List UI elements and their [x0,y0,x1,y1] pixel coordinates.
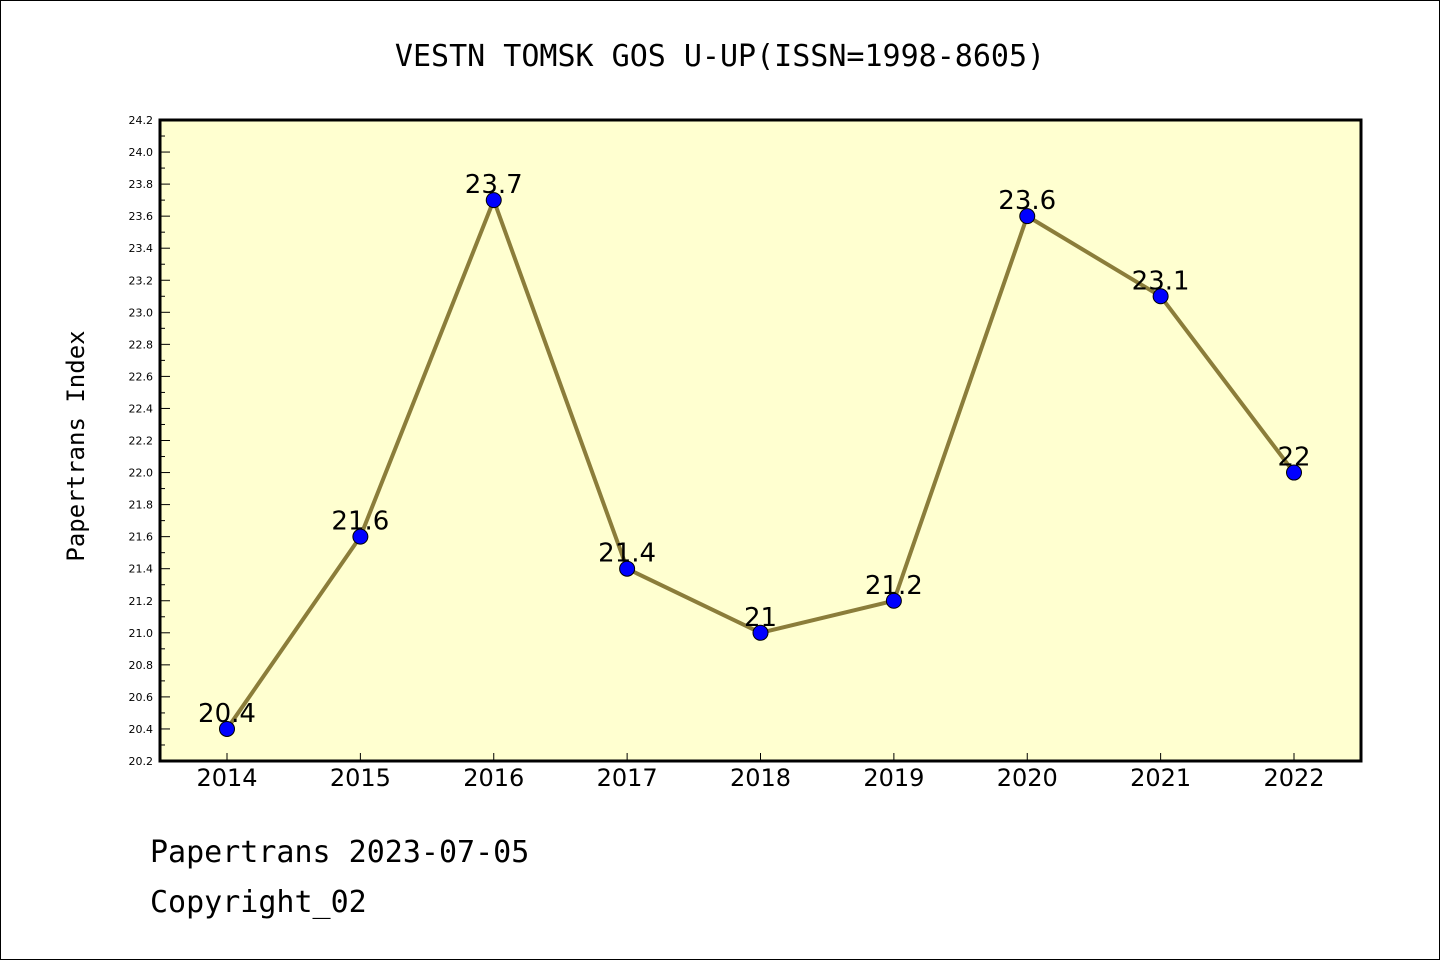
y-tick-label: 20.4 [129,723,154,736]
x-axis: 2014 2015 2016 2017 2018 2019 2020 2021 2022 [196,753,1325,792]
x-tick-label: 2019 [863,764,924,792]
footer-copyright: Copyright_02 [150,885,367,920]
data-label: 21.6 [331,507,389,537]
data-label: 23.7 [465,170,523,200]
y-tick-label: 23.6 [129,210,154,223]
data-point [1286,464,1302,481]
x-tick-label: 2015 [330,764,391,792]
series-layer: 20.4 21.6 23.7 21.4 21 21.2 23.6 23.1 22 [198,170,1311,737]
y-tick-label: 23.8 [129,178,154,191]
y-tick-label: 21.2 [129,595,154,608]
y-tick-label: 20.6 [129,691,154,704]
data-point [219,720,235,737]
y-tick-label: 22.6 [129,370,154,383]
plot-border [158,118,1363,763]
x-tick-label: 2020 [997,764,1058,792]
data-label: 23.1 [1132,266,1190,296]
y-tick-label: 20.8 [129,659,154,672]
data-point [885,592,902,609]
y-tick-label: 21.4 [129,563,154,576]
y-tick-label: 22.8 [129,338,154,351]
data-label: 20.4 [198,699,256,729]
data-point [1152,288,1169,305]
data-point [352,528,369,545]
y-tick-label: 21.0 [129,627,154,640]
data-point [1019,208,1036,225]
data-point [619,560,636,577]
y-tick-label: 22.4 [129,402,154,415]
x-tick-label: 2014 [196,764,257,792]
footer-date: Papertrans 2023-07-05 [150,835,530,870]
x-tick-label: 2016 [463,764,524,792]
y-tick-label: 23.0 [129,306,154,319]
data-label: 23.6 [998,186,1056,216]
y-axis-label: Papertrans Index [62,330,90,561]
x-tick-label: 2018 [730,764,791,792]
x-tick-label: 2017 [597,764,658,792]
plot-area [160,120,1361,761]
data-label: 21.4 [598,539,656,569]
y-tick-label: 21.8 [129,499,154,512]
data-label: 21.2 [865,571,923,601]
data-label: 21 [744,603,777,633]
data-point [752,624,769,641]
data-label: 22 [1277,443,1310,473]
y-tick-label: 20.2 [129,755,154,768]
y-tick-label: 22.2 [129,435,154,448]
x-tick-label: 2021 [1130,764,1191,792]
y-tick-label: 24.0 [129,146,154,159]
x-tick-label: 2022 [1263,764,1324,792]
y-tick-label: 23.4 [129,242,154,255]
chart-title: VESTN TOMSK GOS U-UP(ISSN=1998-8605) [395,39,1045,74]
y-tick-label: 24.2 [129,114,154,127]
data-point [485,192,502,209]
y-axis: 20.2 20.4 20.6 20.8 21.0 21.2 21.4 21.6 21.8 22.0… [129,114,170,768]
y-tick-label: 22.0 [129,467,154,480]
y-tick-label: 23.2 [129,274,154,287]
y-tick-label: 21.6 [129,531,154,544]
